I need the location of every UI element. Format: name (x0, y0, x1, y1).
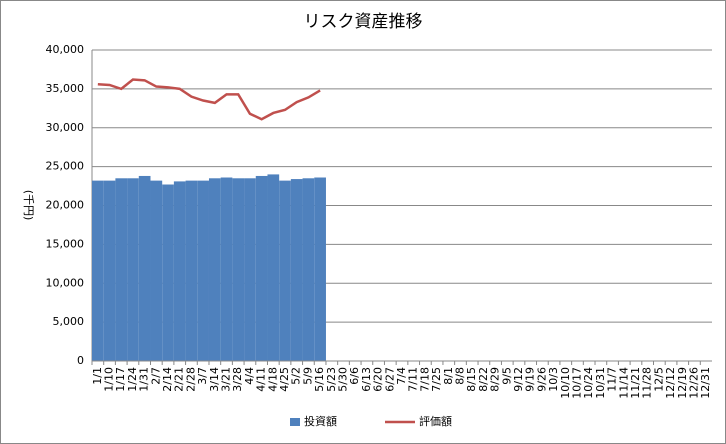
bar (232, 178, 245, 361)
legend-label: 評価額 (419, 414, 452, 428)
x-tick-label: 4/18 (266, 367, 279, 392)
bar (314, 177, 326, 361)
x-tick-label: 7/18 (418, 367, 431, 392)
x-tick-label: 6/13 (360, 367, 373, 392)
x-tick-label: 12/12 (664, 367, 677, 399)
x-tick-label: 4/11 (255, 367, 268, 392)
x-tick-label: 5/23 (325, 367, 338, 392)
x-tick-label: 5/9 (301, 367, 314, 385)
x-tick-label: 12/26 (687, 367, 700, 399)
x-tick-label: 9/5 (500, 367, 513, 385)
bar (92, 180, 104, 361)
x-tick-label: 1/24 (126, 367, 139, 392)
legend-label: 投資額 (304, 414, 337, 428)
bar (115, 178, 128, 361)
x-tick-label: 9/19 (524, 367, 537, 392)
y-tick-label: 20,000 (46, 199, 85, 212)
x-tick-label: 4/25 (278, 367, 291, 392)
x-tick-label: 3/21 (220, 367, 233, 392)
x-tick-label: 10/10 (559, 367, 572, 399)
x-tick-label: 8/8 (453, 367, 466, 385)
x-tick-label: 11/28 (641, 367, 654, 399)
y-tick-label: 40,000 (46, 43, 85, 56)
bar (185, 180, 198, 361)
bar (220, 177, 233, 361)
x-tick-label: 11/21 (629, 367, 642, 399)
y-tick-label: 5,000 (53, 315, 85, 328)
x-tick-label: 10/17 (570, 367, 583, 399)
bar (255, 175, 268, 361)
x-tick-label: 8/15 (465, 367, 478, 392)
bar (279, 180, 291, 361)
x-tick-label: 5/2 (290, 367, 303, 385)
x-tick-label: 6/27 (383, 367, 396, 392)
x-tick-label: 12/31 (699, 367, 712, 399)
bar (302, 178, 315, 361)
bar (290, 179, 303, 361)
x-tick-label: 7/4 (395, 367, 408, 385)
chart-title: リスク資産推移 (304, 12, 423, 32)
x-tick-label: 9/26 (535, 367, 548, 392)
y-tick-label: 25,000 (46, 160, 85, 173)
x-tick-label: 5/16 (313, 367, 326, 392)
x-tick-label: 11/14 (617, 367, 630, 399)
x-tick-label: 2/28 (184, 367, 197, 392)
x-tick-label: 2/21 (173, 367, 186, 392)
x-tick-label: 5/30 (337, 367, 350, 392)
x-tick-label: 7/25 (430, 367, 443, 392)
bar (267, 174, 280, 361)
x-tick-label: 10/31 (594, 367, 607, 399)
line (97, 78, 321, 121)
x-tick-label: 12/5 (652, 367, 665, 392)
y-tick-label: 10,000 (46, 276, 85, 289)
bar (244, 178, 256, 361)
x-tick-label: 1/17 (114, 367, 127, 392)
x-tick-label: 6/6 (348, 367, 361, 385)
y-tick-label: 35,000 (46, 82, 85, 95)
x-tick-label: 2/7 (149, 367, 162, 385)
bar (150, 180, 163, 361)
legend-swatch (290, 418, 300, 426)
x-tick-label: 10/24 (582, 367, 595, 399)
bar (208, 178, 221, 361)
x-tick-label: 11/7 (606, 367, 619, 392)
bar (103, 180, 116, 361)
x-tick-label: 6/20 (372, 367, 385, 392)
bar (173, 181, 186, 361)
x-tick-label: 3/14 (208, 367, 221, 392)
x-tick-label: 12/19 (676, 367, 689, 399)
y-axis-label: (千円) (22, 190, 35, 221)
x-tick-label: 1/1 (91, 367, 104, 385)
y-tick-label: 15,000 (46, 237, 85, 250)
x-tick-label: 4/4 (243, 367, 256, 385)
bar (138, 175, 151, 361)
y-tick-label: 0 (77, 354, 84, 367)
x-tick-label: 8/22 (477, 367, 490, 392)
bar (197, 180, 209, 361)
x-tick-label: 1/10 (103, 367, 116, 392)
x-tick-label: 8/1 (442, 367, 455, 385)
x-tick-label: 3/7 (196, 367, 209, 385)
bar (127, 178, 139, 361)
y-tick-label: 30,000 (46, 121, 85, 134)
x-tick-label: 1/31 (138, 367, 151, 392)
x-tick-label: 2/14 (161, 367, 174, 392)
x-tick-label: 9/12 (512, 367, 525, 392)
bar (162, 184, 174, 361)
x-tick-label: 8/29 (489, 367, 502, 392)
x-tick-label: 3/28 (231, 367, 244, 392)
x-tick-label: 10/3 (547, 367, 560, 392)
x-tick-label: 7/11 (407, 367, 420, 392)
